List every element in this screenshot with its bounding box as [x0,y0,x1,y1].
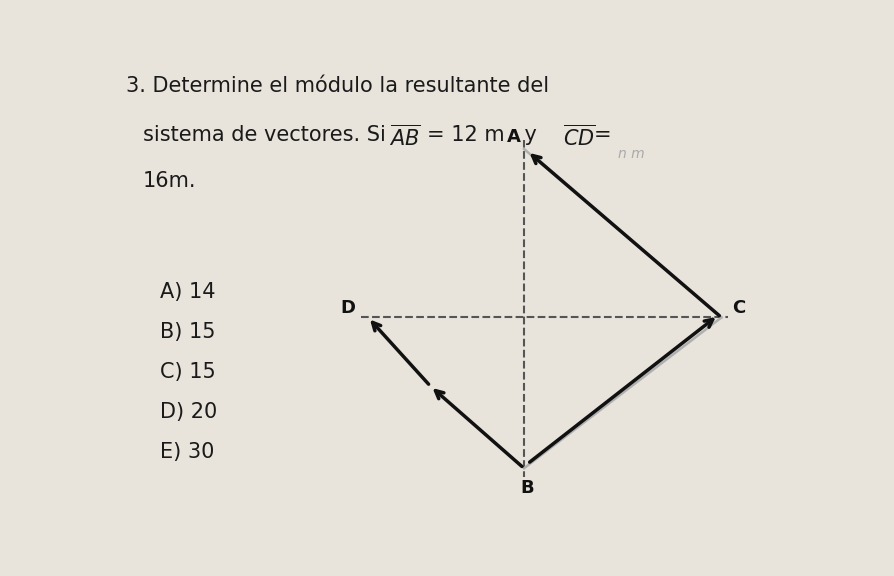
Text: 16m.: 16m. [143,171,197,191]
Text: B: B [520,479,534,497]
Text: =: = [594,124,611,145]
Text: C: C [732,299,745,317]
Text: B) 15: B) 15 [160,322,215,342]
Text: = 12 m   y: = 12 m y [427,124,544,145]
Text: A) 14: A) 14 [160,282,215,302]
Text: n m: n m [618,147,645,161]
Text: A: A [507,128,520,146]
Text: D: D [341,299,356,317]
Text: $\overline{AB}$: $\overline{AB}$ [389,124,420,150]
Text: D) 20: D) 20 [160,402,217,422]
Text: $\overline{CD}$: $\overline{CD}$ [563,124,596,150]
Text: 3. Determine el módulo la resultante del: 3. Determine el módulo la resultante del [125,76,549,96]
Text: sistema de vectores. Si: sistema de vectores. Si [143,124,392,145]
Text: E) 30: E) 30 [160,442,215,462]
Text: C) 15: C) 15 [160,362,216,382]
